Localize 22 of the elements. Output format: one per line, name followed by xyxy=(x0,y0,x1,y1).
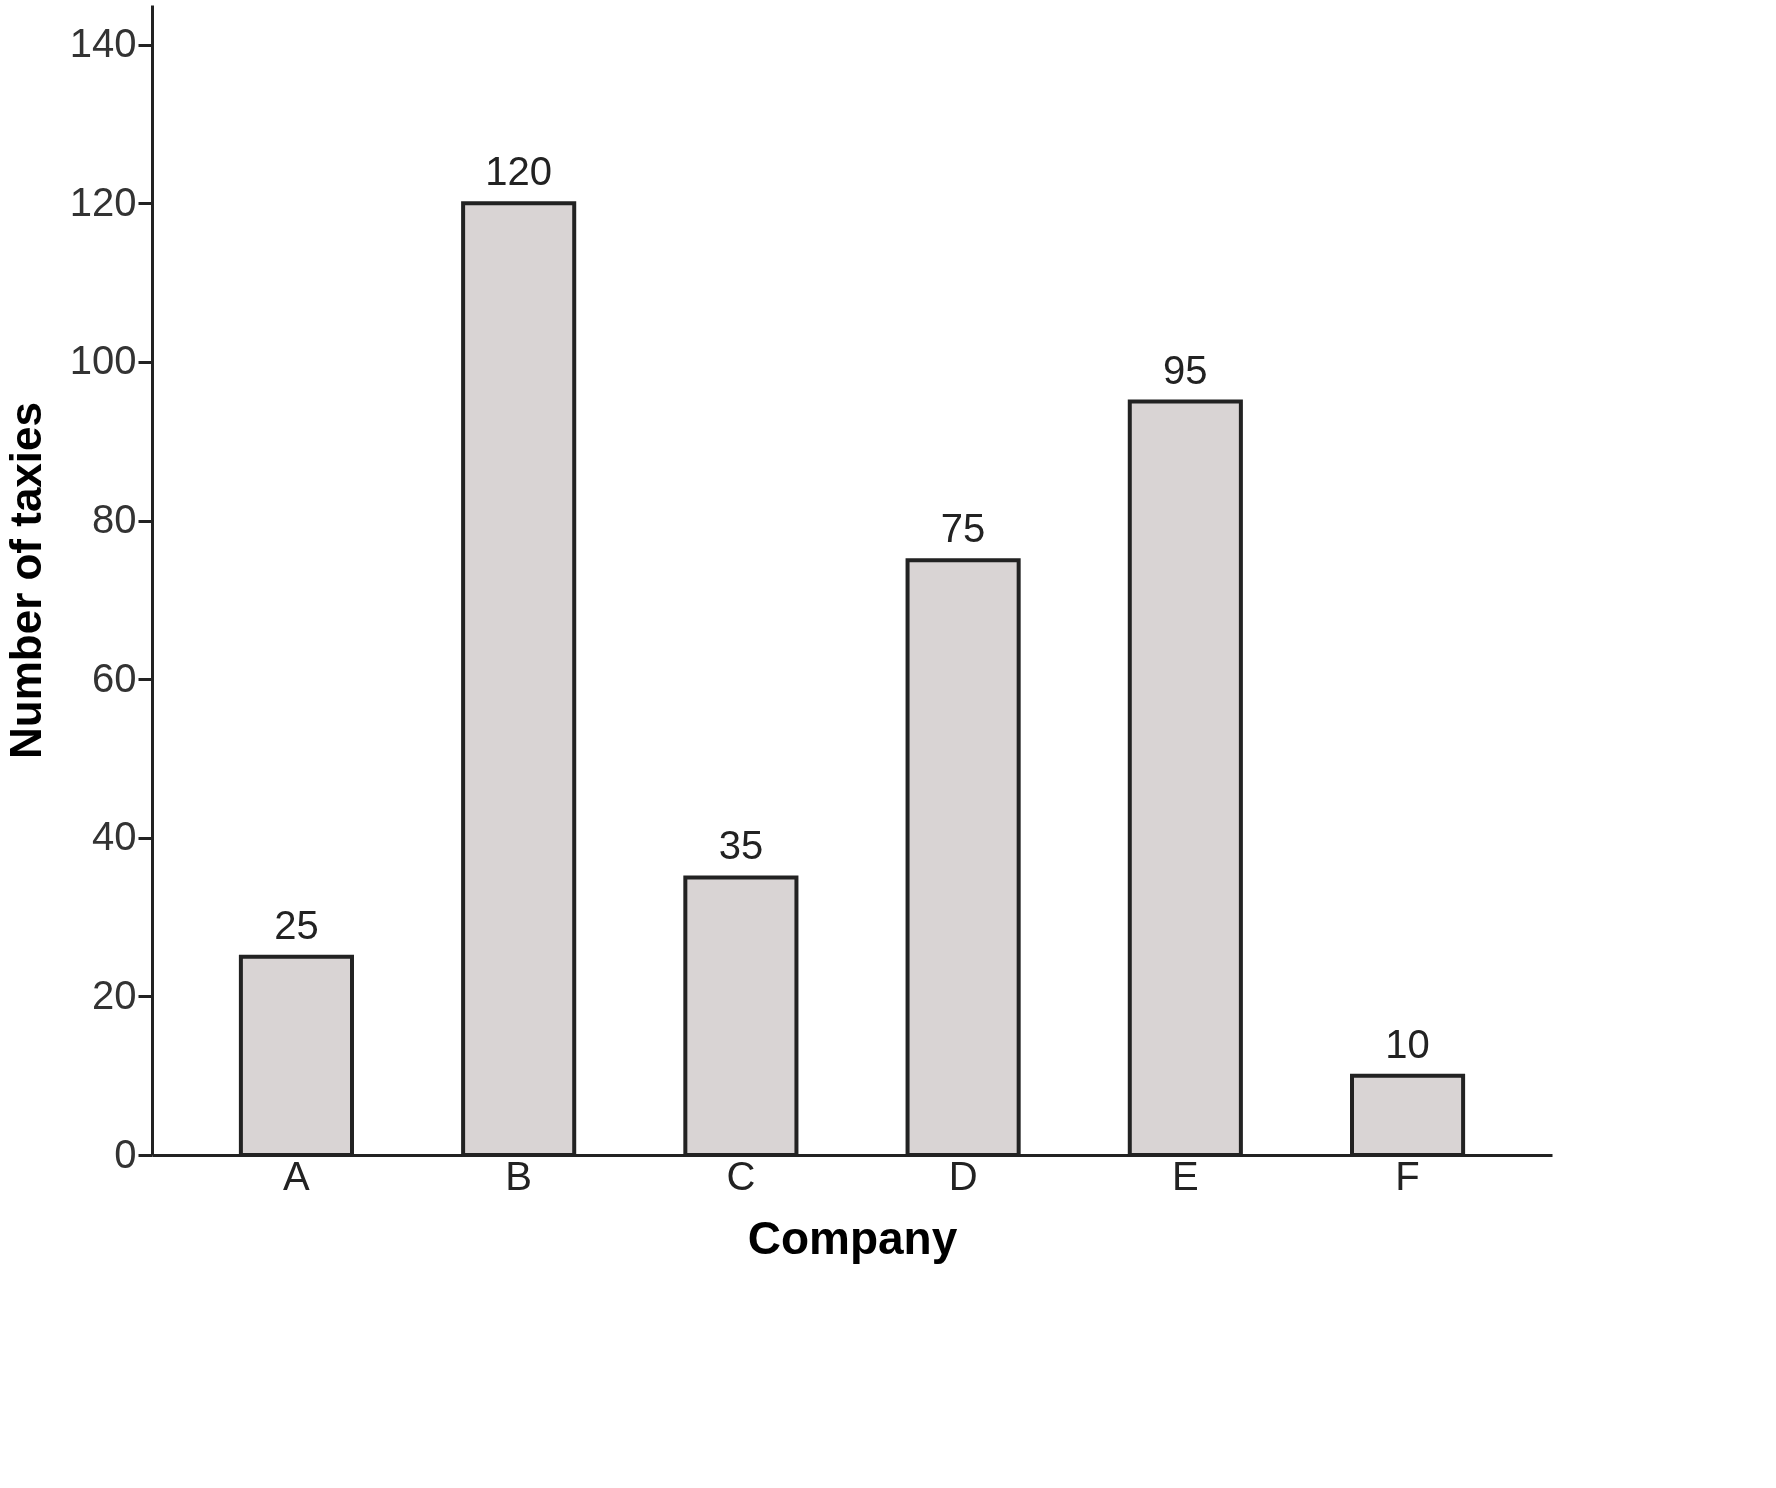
x-tick-label: B xyxy=(505,1153,533,1198)
x-tick-label: F xyxy=(1395,1153,1420,1198)
x-tick-label: C xyxy=(726,1153,756,1198)
x-tick-label: E xyxy=(1171,1153,1199,1198)
data-label: 25 xyxy=(274,902,319,947)
data-label: 35 xyxy=(718,823,764,868)
x-axis-title: Company xyxy=(747,1211,958,1264)
y-tick-label: 60 xyxy=(92,655,137,700)
data-label: 75 xyxy=(940,506,986,551)
y-tick-label: 140 xyxy=(69,21,137,66)
x-tick-label: D xyxy=(948,1153,978,1198)
y-tick-label: 40 xyxy=(92,814,137,859)
data-label: 120 xyxy=(485,149,553,194)
y-tick-label: 80 xyxy=(92,497,137,542)
x-tick-label: A xyxy=(283,1153,311,1198)
y-tick-label: 120 xyxy=(69,179,137,224)
data-label: 10 xyxy=(1385,1021,1430,1066)
y-tick-label: 100 xyxy=(69,338,137,383)
y-axis-title: Number of taxies xyxy=(0,402,50,759)
data-label: 95 xyxy=(1163,347,1208,392)
y-tick-label: 20 xyxy=(92,972,137,1017)
y-tick-label: 0 xyxy=(114,1131,137,1176)
